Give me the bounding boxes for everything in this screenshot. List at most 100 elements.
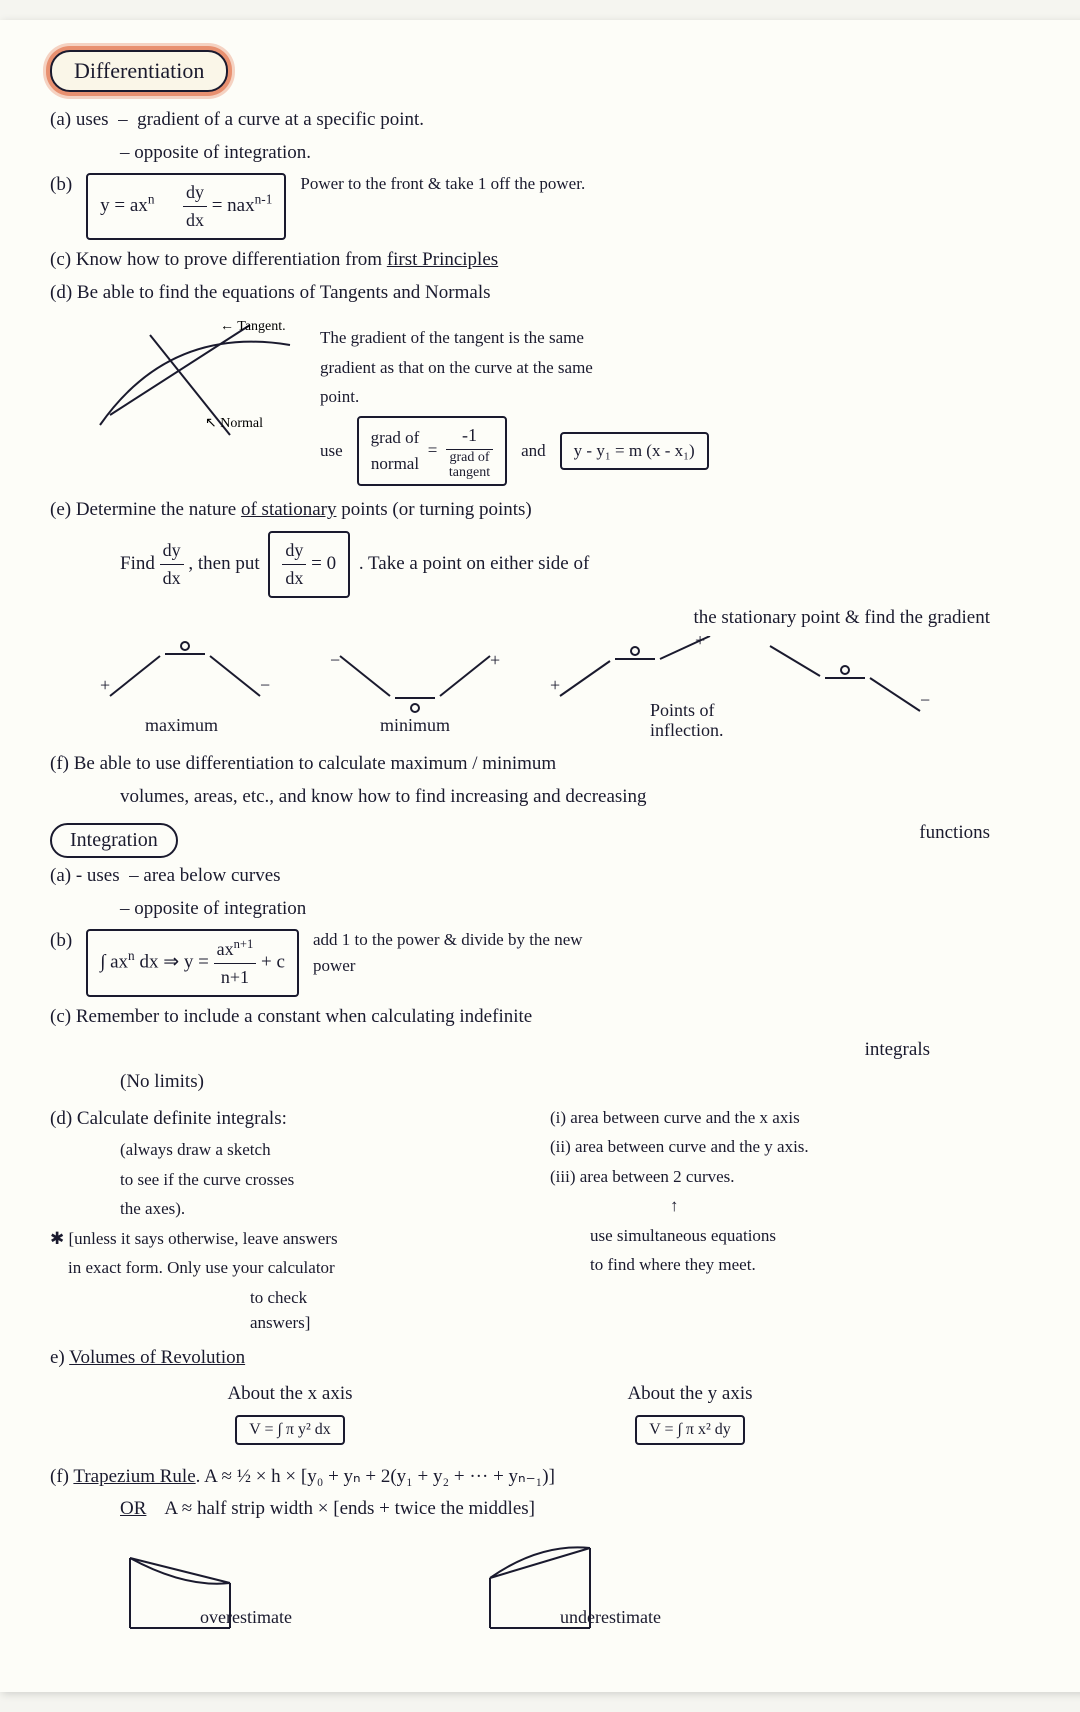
ia2-line: – opposite of integration xyxy=(120,895,1050,924)
int-c-paren: (No limits) xyxy=(120,1068,1050,1097)
b-f1: y = ax xyxy=(100,195,148,216)
int-c: (c) Remember to include a constant when … xyxy=(50,1003,1050,1032)
dydx-zero-box: dydx = 0 xyxy=(268,531,350,598)
id-s3: the axes). xyxy=(120,1196,550,1222)
infl-label2: inflection. xyxy=(650,720,723,740)
f3: functions xyxy=(188,819,1050,848)
id-star: ✱ [unless it says otherwise, leave answe… xyxy=(50,1226,550,1252)
if-words: A ≈ half strip width × [ends + twice the… xyxy=(164,1498,535,1519)
dx: dx xyxy=(183,207,207,234)
e-l2c: . Take a point on either side of xyxy=(359,553,589,574)
trap-sketches: overestimate underestimate xyxy=(90,1528,790,1648)
ib-lhs-sup: n xyxy=(128,948,135,963)
int-a: (a) - uses – area below curves xyxy=(50,862,1050,891)
min-label: minimum xyxy=(380,715,450,735)
int-d-block: (d) Calculate definite integrals: (alway… xyxy=(50,1101,1050,1340)
e-t2: points (or turning points) xyxy=(336,499,531,520)
int-d-left: (d) Calculate definite integrals: (alway… xyxy=(50,1101,550,1340)
svg-text:−: − xyxy=(920,690,930,710)
vol-rev-row: About the x axis V = ∫ π y² dx About the… xyxy=(90,1376,890,1447)
a-use2-line: – opposite of integration. xyxy=(120,139,1050,168)
ib-num-sup: n+1 xyxy=(234,937,254,951)
a-use1: gradient of a curve at a specific point. xyxy=(137,109,424,130)
ia-label: (a) - uses xyxy=(50,865,120,886)
int-c2: integrals xyxy=(50,1036,930,1065)
neg-recip-frac: -1 grad of tangent xyxy=(446,422,493,481)
vy-box: V = ∫ π x² dy xyxy=(635,1415,745,1445)
b-eq: = nax xyxy=(212,195,255,216)
d-and: and xyxy=(521,438,546,464)
ie-title: Volumes of Revolution xyxy=(69,1347,245,1368)
f2: volumes, areas, etc., and know how to fi… xyxy=(120,786,647,807)
svg-text:+: + xyxy=(695,636,705,650)
ib-num: ax xyxy=(217,939,234,959)
e-u: of stationary xyxy=(241,499,337,520)
d-n1: The gradient of the tangent is the same xyxy=(320,325,1050,351)
d-use: use xyxy=(320,438,343,464)
int-title-row: Integration functions xyxy=(50,815,1050,858)
tangent-label: ← Tangent. xyxy=(220,319,286,334)
svg-text:+: + xyxy=(550,675,560,695)
notes-page: Differentiation (a) uses – gradient of a… xyxy=(0,20,1080,1692)
id-s1: (always draw a sketch xyxy=(120,1137,550,1163)
int-rule-box: ∫ axn dx ⇒ y = axn+1 n+1 + c xyxy=(86,929,299,997)
id-i: (i) area between curve and the x axis xyxy=(550,1105,1050,1131)
d-n2: gradient as that on the curve at the sam… xyxy=(320,355,1050,381)
e-l2: Find dydx , then put dydx = 0 . Take a p… xyxy=(120,529,1050,600)
gd4: tangent xyxy=(449,465,490,480)
vol-y: About the y axis V = ∫ π x² dy xyxy=(490,1376,890,1447)
svg-text:−: − xyxy=(260,675,270,695)
infl-label1: Points of xyxy=(650,700,715,720)
ib-lhs: ∫ ax xyxy=(100,952,128,973)
power-rule-box: y = axn dy dx = naxn-1 xyxy=(86,173,286,240)
label-a: (a) uses xyxy=(50,109,109,130)
gd3: grad of xyxy=(449,450,489,465)
b-f1-sup: n xyxy=(148,192,155,207)
if-label: (f) xyxy=(50,1466,73,1487)
d-n3: point. xyxy=(320,384,1050,410)
d-formulas: use grad of normal = -1 grad of tangent xyxy=(320,414,1050,489)
diff-d: (d) Be able to find the equations of Tan… xyxy=(50,279,1050,308)
id-s3t: to check xyxy=(250,1288,307,1307)
id-s4t: answers] xyxy=(250,1313,310,1332)
a-use2: opposite of integration. xyxy=(134,142,311,163)
id-ii: (ii) area between curve and the y axis. xyxy=(550,1134,1050,1160)
diff-a: (a) uses – gradient of a curve at a spec… xyxy=(50,106,1050,135)
gd1: grad of xyxy=(371,428,420,447)
id-sim1: use simultaneous equations xyxy=(590,1223,1050,1249)
d-notes: The gradient of the tangent is the same … xyxy=(320,311,1050,492)
c-under: first Principles xyxy=(387,249,498,270)
b-eq-sup: n-1 xyxy=(255,192,273,207)
vol-x: About the x axis V = ∫ π y² dx xyxy=(90,1376,490,1447)
under-label: underestimate xyxy=(560,1607,661,1627)
svg-text:−: − xyxy=(330,650,340,670)
over-label: overestimate xyxy=(200,1607,292,1627)
vx-label: About the x axis xyxy=(90,1380,490,1409)
if-formula: . A ≈ ½ × h × [y₀ + yₙ + 2(y₁ + y₂ + ···… xyxy=(196,1466,555,1487)
point-slope-box: y - y₁ = m (x - x₁) xyxy=(560,432,709,470)
normal-label: ↖ Normal xyxy=(205,416,263,431)
id-star2: in exact form. Only use your calculator xyxy=(68,1255,550,1281)
tangent-normal-sketch: ← Tangent. ↖ Normal xyxy=(90,315,310,445)
label-b: (b) xyxy=(50,171,72,200)
num-1: -1 xyxy=(446,422,493,450)
id-star3: to check answers] xyxy=(250,1285,550,1336)
diff-e: (e) Determine the nature of stationary p… xyxy=(50,496,1050,525)
dy-dx-frac: dy dx xyxy=(183,179,207,234)
svg-text:+: + xyxy=(490,650,500,670)
int-f: (f) Trapezium Rule. A ≈ ½ × h × [y₀ + yₙ… xyxy=(50,1463,1050,1492)
diff-c: (c) Know how to prove differentiation fr… xyxy=(50,246,1050,275)
id-arrow: ↑ xyxy=(670,1193,1050,1219)
e-l2b: , then put xyxy=(188,553,264,574)
ib-note: add 1 to the power & divide by the new p… xyxy=(313,927,593,978)
dy: dy xyxy=(183,179,207,207)
eq: = xyxy=(428,440,438,459)
vy-label: About the y axis xyxy=(490,1380,890,1409)
ib-label: (b) xyxy=(50,927,72,956)
id-text: (d) Calculate definite integrals: xyxy=(50,1105,550,1134)
diff-f1: (f) Be able to use differentiation to ca… xyxy=(50,750,1050,779)
e-l3: the stationary point & find the gradient xyxy=(50,604,990,633)
id-s2: to see if the curve crosses xyxy=(120,1167,550,1193)
vx-box: V = ∫ π y² dx xyxy=(235,1415,345,1445)
ib-c: + c xyxy=(261,952,285,973)
